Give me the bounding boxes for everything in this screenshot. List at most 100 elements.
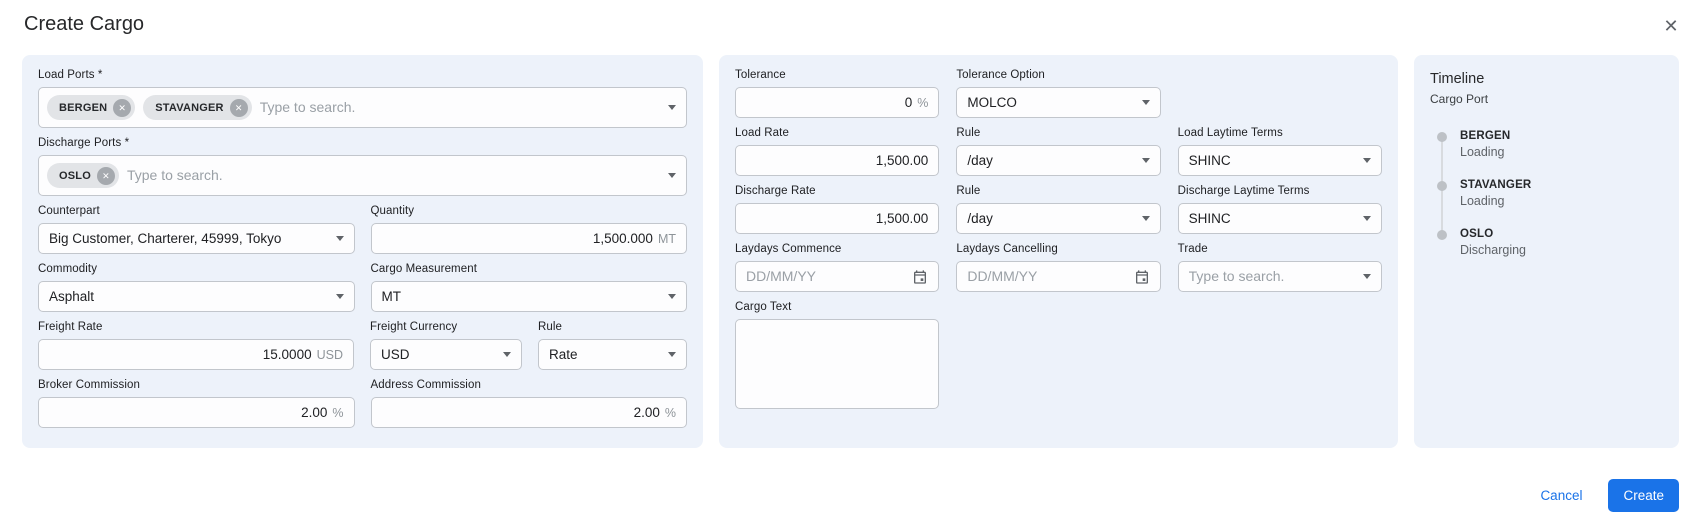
timeline-port: STAVANGER xyxy=(1460,179,1532,191)
freight-rule-select[interactable]: Rate xyxy=(538,339,687,370)
chip-label: OSLO xyxy=(59,169,91,182)
timeline-dot-icon xyxy=(1437,181,1447,191)
load-rate-input[interactable] xyxy=(746,153,929,168)
dialog-actions: Cancel Create xyxy=(1540,479,1679,512)
discharge-rate-input-wrap xyxy=(735,203,940,234)
tolerance-label: Tolerance xyxy=(735,69,786,81)
freight-currency-select[interactable]: USD xyxy=(370,339,522,370)
quantity-input[interactable] xyxy=(381,231,653,246)
load-rate-field: Load Rate xyxy=(735,127,940,176)
cargo-text-input[interactable] xyxy=(735,319,940,409)
counterpart-select[interactable]: Big Customer, Charterer, 45999, Tokyo xyxy=(38,223,355,254)
discharge-ports-label: Discharge Ports * xyxy=(38,137,130,149)
discharge-rule-label: Rule xyxy=(956,185,981,197)
broker-commission-field: Broker Commission % xyxy=(38,379,355,428)
commodity-select[interactable]: Asphalt xyxy=(38,281,355,312)
address-commission-input[interactable] xyxy=(381,405,660,420)
laydays-commence-field: Laydays Commence xyxy=(735,243,940,292)
load-ports-field: Load Ports * BERGEN ✕ STAVANGER ✕ xyxy=(38,69,687,128)
laydays-cancelling-input-wrap xyxy=(956,261,1161,292)
load-ports-search-input[interactable] xyxy=(259,100,662,115)
broker-commission-label: Broker Commission xyxy=(38,379,141,391)
cargo-text-label: Cargo Text xyxy=(735,301,792,313)
discharge-laytime-terms-label: Discharge Laytime Terms xyxy=(1177,185,1310,197)
remove-chip-icon[interactable]: ✕ xyxy=(96,166,115,185)
quantity-input-wrap: MT xyxy=(370,223,687,254)
discharge-laytime-terms-select[interactable]: SHINC xyxy=(1177,203,1382,234)
load-ports-label: Load Ports * xyxy=(38,69,103,81)
load-rule-label: Rule xyxy=(956,127,981,139)
create-button[interactable]: Create xyxy=(1608,479,1679,512)
ports-and-freight-panel: Load Ports * BERGEN ✕ STAVANGER ✕ Discha… xyxy=(22,55,703,448)
timeline-list: BERGEN Loading STAVANGER Loading OSLO Di… xyxy=(1437,130,1663,257)
tolerance-option-select[interactable]: MOLCO xyxy=(956,87,1161,118)
discharge-ports-input[interactable]: OSLO ✕ xyxy=(38,155,687,196)
counterpart-label: Counterpart xyxy=(38,205,100,217)
calendar-icon[interactable] xyxy=(1134,269,1150,285)
tolerance-option-label: Tolerance Option xyxy=(956,69,1045,81)
load-laytime-terms-select[interactable]: SHINC xyxy=(1177,145,1382,176)
discharge-ports-search-input[interactable] xyxy=(126,168,662,183)
freight-rate-input[interactable] xyxy=(49,347,312,362)
load-rule-select[interactable]: /day xyxy=(956,145,1161,176)
page-title: Create Cargo xyxy=(24,13,145,35)
freight-currency-label: Freight Currency xyxy=(370,321,458,333)
discharge-ports-field: Discharge Ports * OSLO ✕ xyxy=(38,137,687,196)
chevron-down-icon xyxy=(1362,158,1371,163)
broker-commission-input-wrap: % xyxy=(38,397,355,428)
cancel-button[interactable]: Cancel xyxy=(1540,488,1583,503)
laydays-cancelling-input[interactable] xyxy=(967,269,1134,284)
timeline-port: OSLO xyxy=(1460,228,1494,240)
timeline-item: BERGEN Loading xyxy=(1437,130,1663,159)
timeline-item: STAVANGER Loading xyxy=(1437,179,1663,208)
freight-rule-label: Rule xyxy=(538,321,563,333)
broker-commission-input[interactable] xyxy=(49,405,328,420)
chevron-down-icon xyxy=(1141,100,1150,105)
cargo-measurement-label: Cargo Measurement xyxy=(370,263,478,275)
chip-label: BERGEN xyxy=(59,101,108,114)
load-rule-field: Rule /day xyxy=(956,127,1161,176)
chevron-down-icon xyxy=(668,173,676,178)
freight-rate-label: Freight Rate xyxy=(38,321,103,333)
trade-input-wrap xyxy=(1177,261,1382,292)
timeline-port: BERGEN xyxy=(1460,130,1511,142)
tolerance-input[interactable] xyxy=(746,95,913,110)
remove-chip-icon[interactable]: ✕ xyxy=(113,98,132,117)
cargo-measurement-select[interactable]: MT xyxy=(370,281,687,312)
port-chip-oslo: OSLO ✕ xyxy=(47,163,119,188)
chevron-down-icon xyxy=(1141,158,1150,163)
discharge-rule-select[interactable]: /day xyxy=(956,203,1161,234)
address-commission-label: Address Commission xyxy=(370,379,481,391)
address-commission-field: Address Commission % xyxy=(370,379,687,428)
tolerance-unit: % xyxy=(917,95,929,110)
laydays-commence-input-wrap xyxy=(735,261,940,292)
timeline-dot-icon xyxy=(1437,230,1447,240)
discharge-laytime-terms-field: Discharge Laytime Terms SHINC xyxy=(1177,185,1382,234)
laydays-commence-input[interactable] xyxy=(746,269,913,284)
calendar-icon[interactable] xyxy=(912,269,928,285)
discharge-rate-input[interactable] xyxy=(746,211,929,226)
timeline-activity: Loading xyxy=(1460,145,1505,159)
tolerance-field: Tolerance % xyxy=(735,69,940,118)
freight-rate-input-wrap: USD xyxy=(38,339,354,370)
timeline-activity: Loading xyxy=(1460,194,1505,208)
commodity-field: Commodity Asphalt xyxy=(38,263,355,312)
remove-chip-icon[interactable]: ✕ xyxy=(229,98,248,117)
quantity-unit: MT xyxy=(657,231,676,246)
load-ports-input[interactable]: BERGEN ✕ STAVANGER ✕ xyxy=(38,87,687,128)
create-cargo-form: Load Ports * BERGEN ✕ STAVANGER ✕ Discha… xyxy=(22,55,1679,448)
load-laytime-terms-field: Load Laytime Terms SHINC xyxy=(1177,127,1382,176)
chevron-down-icon xyxy=(1362,216,1371,221)
chevron-down-icon xyxy=(335,294,344,299)
chevron-down-icon xyxy=(1141,216,1150,221)
cargo-measurement-field: Cargo Measurement MT xyxy=(370,263,687,312)
counterpart-field: Counterpart Big Customer, Charterer, 459… xyxy=(38,205,355,254)
tolerance-option-field: Tolerance Option MOLCO xyxy=(956,69,1161,118)
timeline-activity: Discharging xyxy=(1460,243,1527,257)
trade-search-input[interactable] xyxy=(1188,269,1363,284)
port-chip-stavanger: STAVANGER ✕ xyxy=(143,95,252,120)
close-icon[interactable]: ✕ xyxy=(1657,12,1685,40)
timeline-panel: Timeline Cargo Port BERGEN Loading STAVA… xyxy=(1414,55,1679,448)
tolerance-input-wrap: % xyxy=(735,87,940,118)
discharge-rate-label: Discharge Rate xyxy=(735,185,816,197)
